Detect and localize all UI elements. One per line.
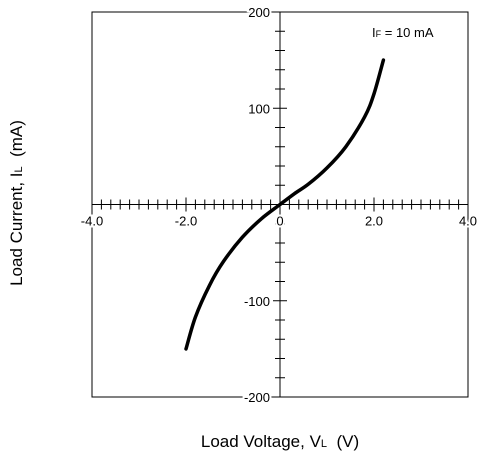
x-tick-label: 0 [276, 214, 283, 229]
y-tick-label: 200 [248, 5, 270, 20]
x-axis-label: Load Voltage, VL (V) [201, 432, 359, 451]
y-tick-label: -100 [244, 294, 270, 309]
x-tick-label: -4.0 [81, 214, 103, 229]
tick-marks [91, 11, 469, 398]
annotation: IF = 10 mA [372, 25, 434, 40]
y-tick-label: -200 [244, 390, 270, 405]
x-tick-label: -2.0 [175, 214, 197, 229]
y-tick-label: 100 [248, 101, 270, 116]
x-tick-label: 4.0 [459, 214, 477, 229]
series-line [184, 58, 386, 351]
tick-labels: -4.0 -2.0 0 2.0 4.0 200 100 -100 -200 [79, 3, 479, 407]
y-axis-label: Load Current, IL (mA) [7, 120, 26, 286]
x-tick-label: 2.0 [365, 214, 383, 229]
